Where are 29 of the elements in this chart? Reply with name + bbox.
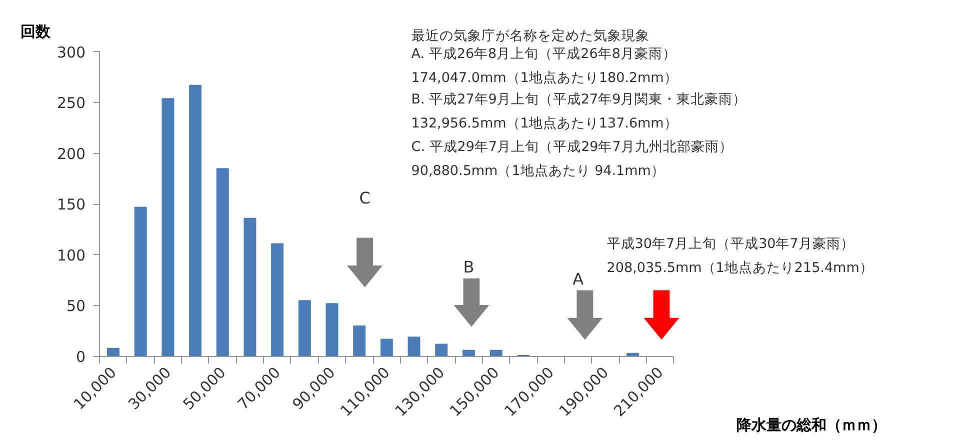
y-tick-label: 50 (66, 297, 86, 316)
annotation: B (463, 258, 474, 277)
bar (216, 168, 229, 357)
bar (353, 326, 366, 357)
x-axis-title: 降水量の総和（ｍｍ） (736, 416, 887, 434)
y-tick-label: 250 (56, 94, 86, 112)
bar (189, 84, 202, 357)
annotation: A (572, 269, 584, 288)
bar (298, 300, 311, 357)
text: 最近の気象庁が名称を定めた気象現象 (411, 28, 650, 44)
bar (435, 344, 448, 357)
bar (326, 303, 338, 357)
bar (244, 218, 256, 357)
y-axis-title: 回数 (20, 22, 52, 40)
annotation: C (359, 188, 370, 208)
y-tick-label: 200 (56, 144, 86, 163)
bar (271, 243, 284, 357)
bar (162, 98, 174, 357)
annotation: 平成30年7月上旬（平成30年7月豪雨） 208,035.5mm（1地点あたり215.4mm） (606, 236, 874, 276)
y-tick-label: 0 (76, 348, 86, 366)
bar (380, 338, 393, 357)
bar (408, 336, 420, 357)
annotation: C. 平成29年7月上旬（平成29年7月九州北部豪雨） 90,880.5mm（1地点あたり 94.1mm） (411, 138, 733, 179)
y-tick-label: 150 (56, 196, 86, 214)
y-tick-label: 300 (56, 43, 86, 62)
annotation: B. 平成27年9月上旬（平成27年9月関東・東北豪雨） 132,956.5mm（1地点あたり137.6mm） (411, 91, 747, 132)
annotation: A. 平成26年8月上旬（平成26年8月豪雨） 174,047.0mm（1地点あたり180.2mm） (411, 46, 678, 86)
bar (134, 206, 147, 357)
y-tick-label: 100 (56, 246, 86, 264)
